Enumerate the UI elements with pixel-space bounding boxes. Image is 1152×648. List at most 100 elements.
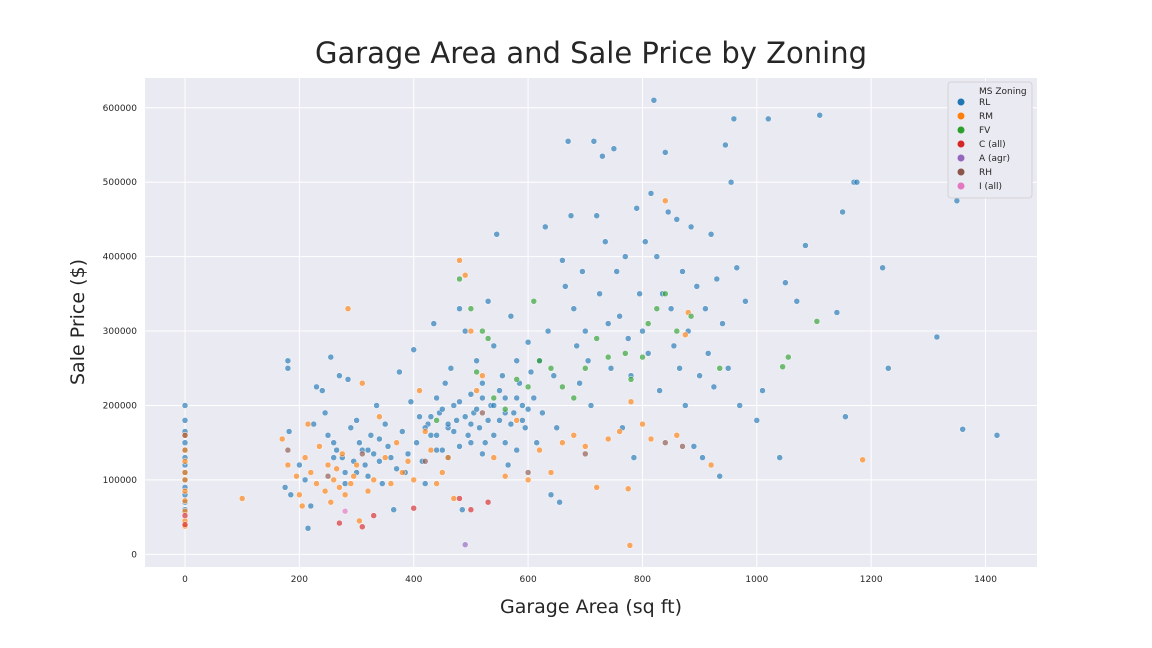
data-point-rm [673, 432, 681, 439]
data-point-rh [479, 409, 486, 417]
data-point-rl [753, 417, 761, 424]
data-point-rl [793, 298, 801, 305]
data-point-rl [644, 350, 652, 357]
data-point-rh [679, 443, 686, 450]
data-point-rl [653, 253, 661, 260]
data-point-rl [633, 205, 640, 212]
data-point-rm [304, 420, 312, 428]
data-point-rm [359, 379, 366, 387]
data-point-fv [622, 350, 629, 357]
data-point-rl [670, 342, 678, 350]
data-point-rl [430, 320, 438, 327]
data-point-rl [376, 458, 383, 465]
data-point-rm [524, 476, 532, 484]
data-point-rl [524, 405, 532, 413]
data-point-rl [479, 394, 486, 402]
data-point-rl [336, 372, 343, 379]
data-point-c-all [181, 512, 189, 519]
data-point-fv [716, 365, 723, 372]
data-point-rl [527, 368, 535, 376]
data-point-rm [339, 450, 346, 458]
data-point-rl [464, 432, 472, 439]
data-point-rl [699, 454, 706, 461]
data-point-rl [533, 439, 540, 446]
data-point-rm [467, 327, 475, 335]
data-point-rl [410, 346, 417, 353]
data-point-rm [316, 443, 323, 450]
y-tick-label: 0 [131, 550, 137, 560]
data-point-c-all [336, 519, 343, 527]
data-point-rl [327, 353, 335, 361]
data-point-c-all [359, 523, 366, 531]
x-tick-label: 200 [291, 575, 308, 585]
data-point-rl [467, 439, 475, 446]
data-point-rm [501, 472, 509, 480]
data-point-rl [839, 208, 846, 216]
data-point-rl [341, 480, 349, 487]
data-point-rm [624, 485, 632, 493]
y-tick-label: 200000 [103, 401, 138, 411]
legend-label-a-agr: A (agr) [979, 154, 1010, 164]
data-point-rl [484, 298, 492, 305]
data-point-rm [344, 305, 352, 312]
data-point-fv [467, 305, 475, 312]
data-point-fv [479, 327, 486, 335]
data-point-rm [333, 465, 340, 473]
data-point-rl [181, 402, 189, 409]
data-point-rl [501, 439, 509, 446]
grid-lines [145, 78, 1037, 567]
data-point-rh [359, 450, 366, 458]
data-point-rl [347, 424, 355, 432]
data-point-rl [407, 398, 415, 406]
legend-label-fv: FV [979, 126, 991, 136]
data-point-rl [321, 409, 329, 417]
data-point-rl [287, 491, 295, 499]
data-point-rl [642, 238, 649, 245]
data-point-rl [479, 450, 486, 458]
x-tick-label: 0 [182, 575, 188, 585]
data-point-rl [439, 446, 446, 454]
data-point-rl [444, 420, 452, 428]
data-point-rl [639, 327, 646, 335]
data-point-rl [553, 424, 560, 432]
data-point-rm [707, 461, 715, 469]
data-point-rl [456, 443, 463, 450]
plot-area [145, 78, 1037, 567]
data-point-c-all [484, 498, 492, 506]
data-point-rl [879, 264, 886, 272]
data-point-rl [421, 480, 429, 487]
data-point-rl [381, 420, 389, 428]
data-point-rl [507, 420, 515, 428]
data-point-rm [604, 435, 612, 443]
data-point-fv [501, 405, 509, 413]
data-point-rl [341, 469, 349, 476]
data-point-rl [673, 216, 681, 223]
data-point-rl [285, 428, 293, 435]
data-point-rl [330, 439, 337, 446]
data-point-rm [859, 456, 866, 464]
data-point-fv [484, 335, 492, 342]
data-point-rl [333, 446, 340, 454]
legend-label-rl: RL [979, 98, 990, 108]
data-point-rl [384, 443, 392, 450]
data-point-rl [519, 402, 526, 409]
legend-marker-rh [957, 168, 965, 176]
data-point-rm [181, 446, 189, 454]
legend-title: MS Zoning [979, 87, 1027, 97]
data-point-c-all [370, 512, 377, 519]
data-point-rl [650, 97, 658, 104]
data-point-rl [719, 320, 726, 327]
y-tick-label: 600000 [103, 104, 138, 114]
data-point-rl [461, 413, 469, 420]
data-point-rm [341, 491, 349, 499]
data-point-rl [513, 357, 520, 365]
data-point-rl [427, 432, 435, 439]
data-point-rm [327, 498, 335, 506]
data-points [181, 97, 1001, 549]
data-point-rl [467, 391, 475, 398]
data-point-rl [453, 417, 460, 424]
y-tick-label: 500000 [103, 178, 138, 188]
data-point-rl [687, 223, 695, 231]
data-point-rl [690, 443, 698, 450]
